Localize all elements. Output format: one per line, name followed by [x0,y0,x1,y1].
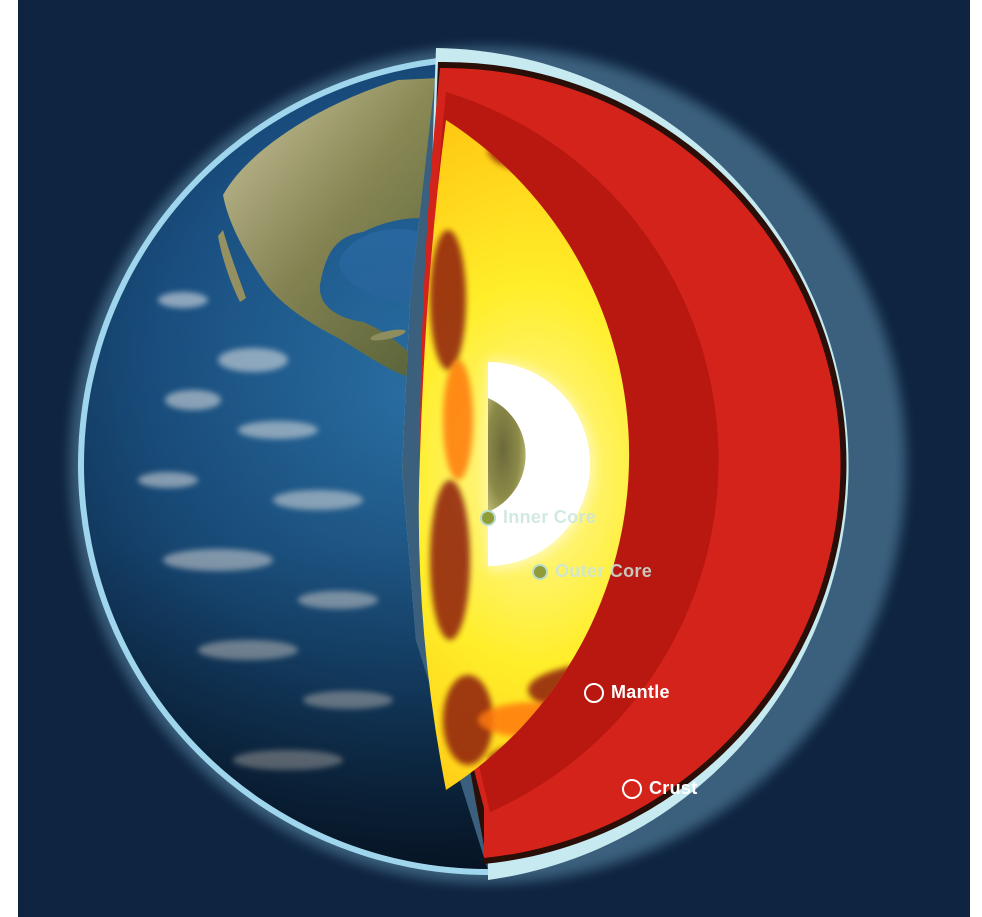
inner-core-shell [488,362,590,566]
earth-cutaway-illustration [70,47,906,883]
label-mantle: Mantle [584,682,670,703]
inner-core [488,398,526,512]
label-inner-core: Inner Core [480,507,596,528]
inner-core-label: Inner Core [503,507,597,527]
outer-core-label: Outer Core [555,561,653,581]
label-crust: Crust [622,778,698,799]
earth-layers-diagram: Inner Core Outer Core Mantle Crust [18,0,970,917]
crust-marker [622,778,642,799]
label-outer-core: Outer Core [532,561,652,582]
crust-label: Crust [649,778,698,798]
earth-surface [78,55,488,875]
outer-core-marker [532,563,548,580]
inner-core-marker [480,509,496,526]
mantle-label: Mantle [611,682,670,702]
mantle-marker [584,682,604,703]
